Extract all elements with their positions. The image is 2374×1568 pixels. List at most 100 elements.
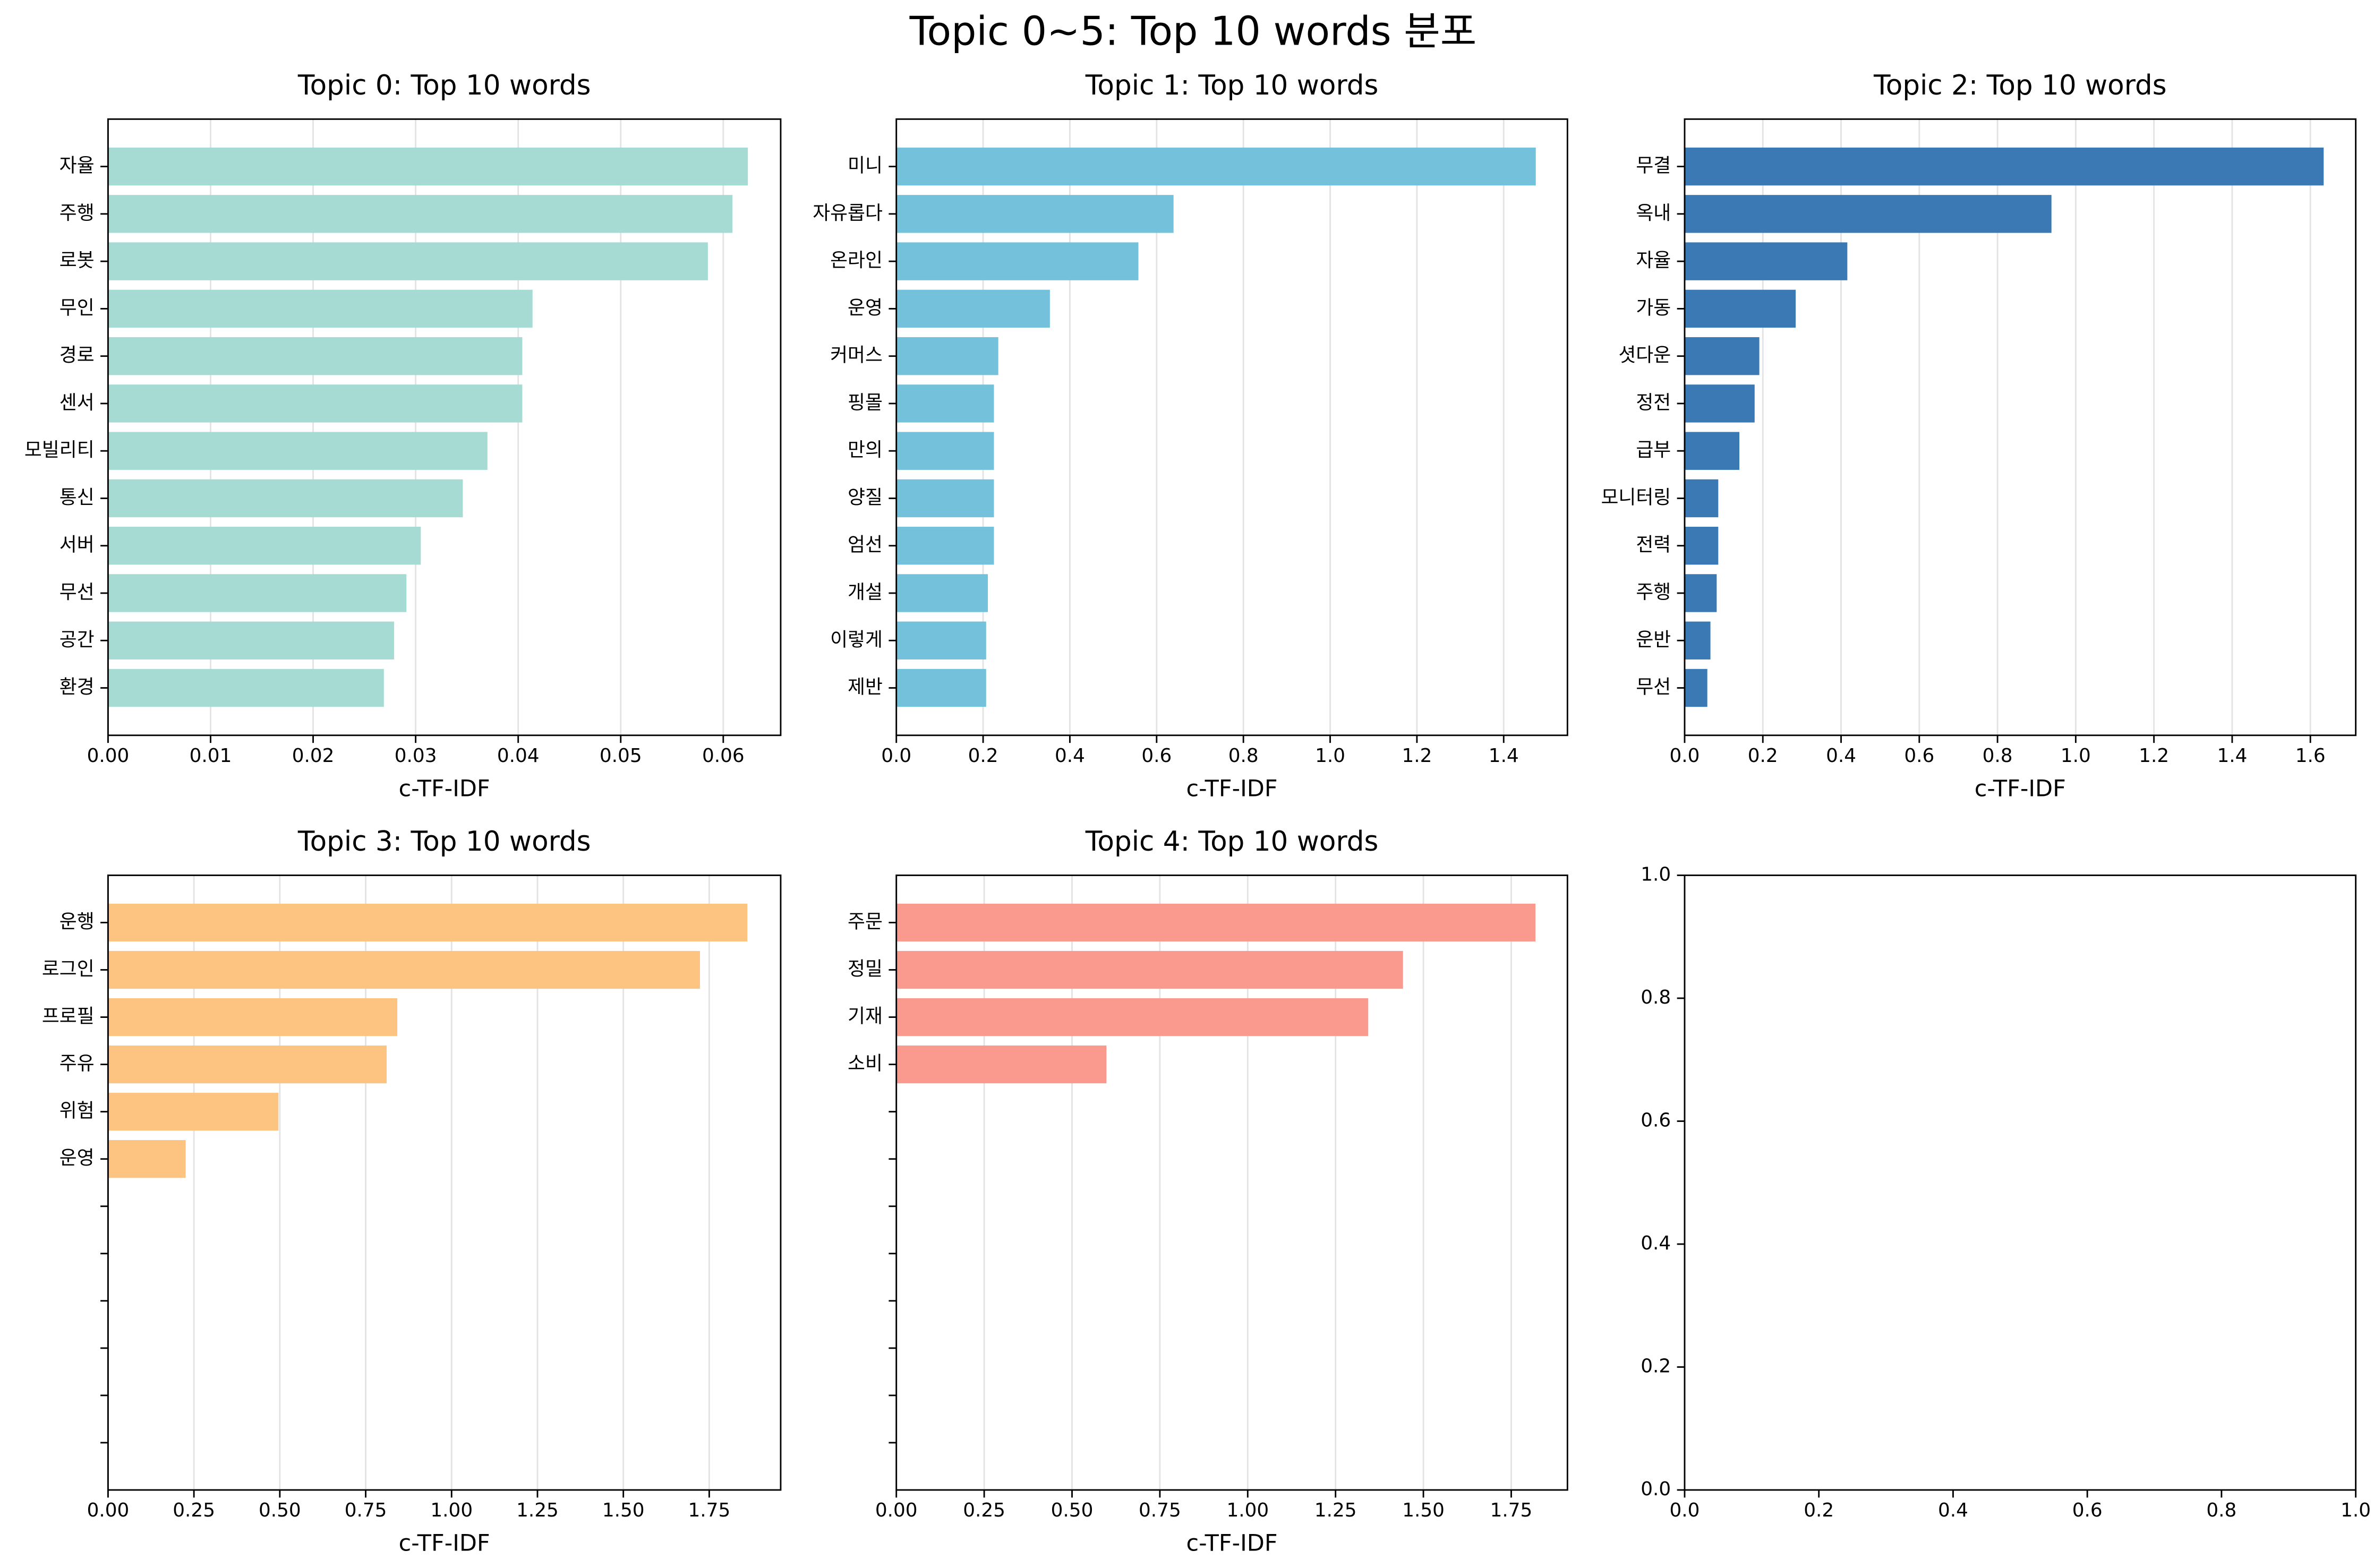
bar [108,998,398,1036]
bar [896,950,1403,989]
bar [1684,384,1755,423]
y-tick-label: 자유롭다 [813,202,883,224]
x-tick-label: 0.00 [87,745,130,767]
x-tick-label: 1.2 [1402,745,1432,767]
x-tick-label: 0.02 [292,745,335,767]
y-tick-label: 로봇 [59,250,95,271]
bar [896,1045,1107,1084]
x-tick-label: 1.4 [2217,745,2247,767]
bar [108,147,748,186]
x-tick-label: 0.4 [1938,1500,1968,1521]
y-tick-label: 주유 [59,1053,95,1075]
axes-frame [107,874,782,1491]
x-tick-label: 1.50 [602,1500,645,1521]
y-tick-label: 가동 [1636,297,1671,319]
x-tick-label: 0.2 [1804,1500,1834,1521]
y-tick-label: 무결 [1636,155,1671,177]
y-tick-label: 무선 [59,581,95,603]
x-tick-label: 0.03 [395,745,437,767]
x-axis-label: c-TF-IDF [1186,775,1277,802]
y-tick-label: 급부 [1636,439,1671,461]
x-axis-label: c-TF-IDF [399,775,490,802]
x-tick-label: 1.25 [1314,1500,1357,1521]
bar [108,527,421,565]
x-tick-label: 0.00 [87,1500,130,1521]
y-tick-label: 전력 [1636,534,1671,556]
bar [108,669,384,707]
x-tick-label: 1.25 [516,1500,559,1521]
axes-title: Topic 4: Top 10 words [1085,826,1379,858]
y-tick-label: 1.0 [1641,863,1671,885]
x-axis-label: c-TF-IDF [1975,775,2066,802]
y-tick-label: 소비 [848,1053,883,1075]
bar [108,950,700,989]
x-tick-label: 0.6 [2072,1500,2103,1521]
y-tick-label: 0.0 [1641,1478,1671,1500]
y-tick-label: 주행 [59,202,95,224]
x-tick-label: 0.0 [1670,745,1700,767]
y-tick-label: 센서 [59,392,95,414]
y-tick-label: 0.6 [1641,1109,1671,1131]
y-tick-label: 서버 [59,534,95,556]
x-tick-label: 0.6 [1141,745,1172,767]
axes-frame [895,874,1568,1491]
x-tick-label: 0.25 [963,1500,1005,1521]
y-tick-label: 정밀 [848,958,883,980]
y-tick-label: 운영 [848,297,883,319]
y-tick-label: 양질 [848,486,883,508]
x-tick-label: 0.6 [1904,745,1934,767]
bar [1684,147,2324,186]
bar [108,621,395,659]
x-tick-label: 0.00 [875,1500,918,1521]
bar [108,479,463,518]
y-tick-label: 위험 [59,1100,95,1122]
x-tick-label: 0.8 [1983,745,2013,767]
y-tick-label: 만의 [848,439,883,461]
y-tick-label: 자율 [1636,250,1671,271]
bar [896,669,986,707]
bar [896,147,1536,186]
x-axis-label: c-TF-IDF [1186,1530,1277,1557]
x-tick-label: 0.2 [1748,745,1778,767]
bar [1684,621,1711,659]
axes-title: Topic 1: Top 10 words [1085,70,1379,101]
y-tick-label: 통신 [59,486,95,508]
y-tick-label: 프로필 [42,1006,95,1027]
y-tick-label: 경로 [59,345,95,366]
bar [108,574,407,612]
axes-frame [107,118,782,736]
y-tick-label: 미니 [848,155,883,177]
x-tick-label: 1.6 [2295,745,2326,767]
bar [108,384,523,423]
y-tick-label: 개설 [848,581,883,603]
bar [1684,242,1848,280]
bar [896,574,988,612]
x-tick-label: 0.8 [2206,1500,2236,1521]
y-tick-label: 공간 [59,629,95,650]
y-tick-label: 주문 [848,911,883,932]
y-tick-label: 정전 [1636,392,1671,414]
bar [1684,289,1796,328]
bar [108,195,733,233]
bar [108,903,748,942]
axes-title: Topic 3: Top 10 words [297,826,591,858]
y-tick-label: 셧다운 [1618,345,1671,366]
y-tick-label: 옥내 [1636,202,1671,224]
x-tick-label: 0.05 [600,745,642,767]
x-tick-label: 0.01 [190,745,232,767]
bar [1684,337,1760,375]
bar [896,289,1050,328]
y-tick-label: 엄선 [848,534,883,556]
x-tick-label: 0.4 [1055,745,1085,767]
bar [896,527,994,565]
y-tick-label: 모니터링 [1601,486,1671,508]
bar [1684,195,2052,233]
y-tick-label: 0.8 [1641,987,1671,1008]
y-tick-label: 무선 [1636,676,1671,698]
x-tick-label: 1.2 [2139,745,2169,767]
x-tick-label: 1.75 [1490,1500,1533,1521]
y-tick-label: 이렇게 [830,629,883,650]
y-tick-label: 0.4 [1641,1232,1671,1254]
y-tick-label: 0.2 [1641,1356,1671,1377]
